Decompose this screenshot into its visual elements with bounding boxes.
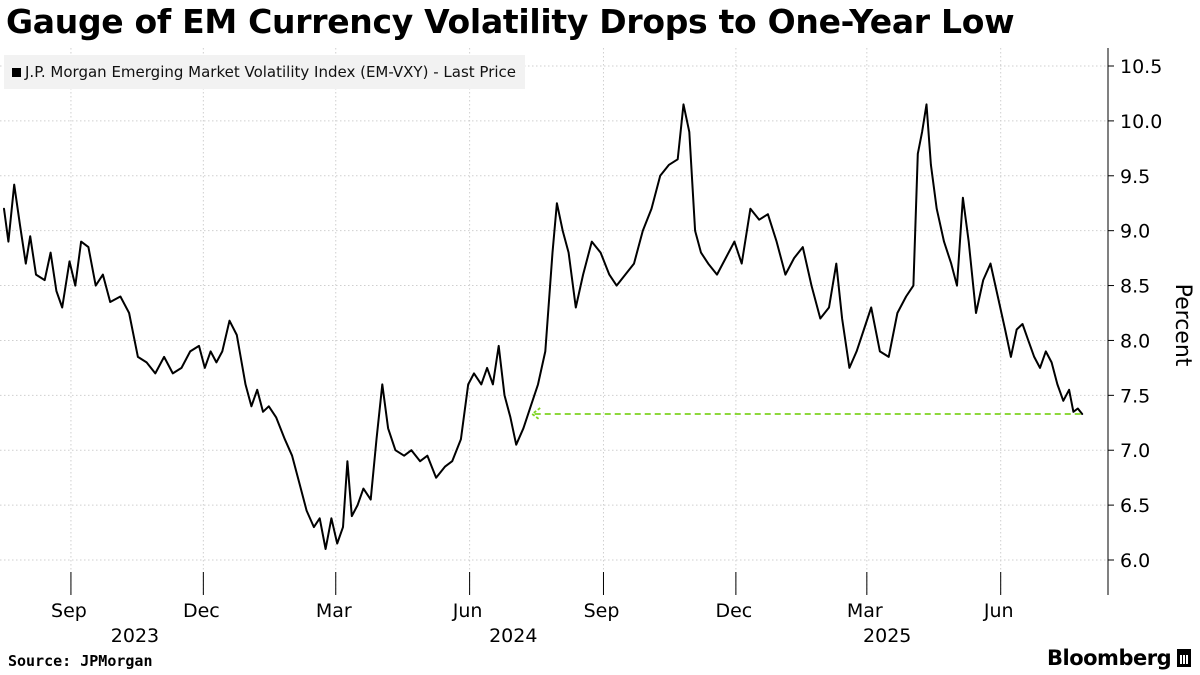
x-tick-label: Sep bbox=[51, 600, 87, 622]
chart-title: Gauge of EM Currency Volatility Drops to… bbox=[6, 2, 1015, 41]
bloomberg-logo: Bloomberg bbox=[1047, 646, 1192, 670]
x-tick-label: Dec bbox=[183, 600, 220, 622]
x-tick-label: Dec bbox=[715, 600, 752, 622]
x-year-label: 2023 bbox=[111, 625, 159, 647]
y-tick-label: 9.0 bbox=[1120, 221, 1150, 243]
y-tick-label: 10.5 bbox=[1120, 56, 1162, 78]
annotation-arrowhead bbox=[530, 407, 541, 421]
x-tick-label: Mar bbox=[847, 600, 883, 622]
gridlines bbox=[0, 48, 1108, 595]
y-tick-label: 6.5 bbox=[1120, 495, 1150, 517]
x-year-label: 2024 bbox=[489, 625, 537, 647]
y-tick-label: 8.5 bbox=[1120, 276, 1150, 298]
brand-name: Bloomberg bbox=[1047, 646, 1172, 670]
annotation-layer bbox=[530, 407, 1081, 421]
bar-chart-icon bbox=[1177, 649, 1192, 667]
series-line bbox=[3, 103, 1084, 550]
x-tick-label: Jun bbox=[452, 600, 483, 622]
y-tick-label: 8.0 bbox=[1120, 330, 1150, 352]
y-tick-label: 7.5 bbox=[1120, 385, 1150, 407]
y-tick-label: 7.0 bbox=[1120, 440, 1150, 462]
y-tick-label: 10.0 bbox=[1120, 111, 1162, 133]
y-axis-title: Percent bbox=[1170, 284, 1195, 367]
x-tick-label: Sep bbox=[584, 600, 620, 622]
y-tick-label: 9.5 bbox=[1120, 166, 1150, 188]
x-year-label: 2025 bbox=[863, 625, 911, 647]
axes bbox=[70, 48, 1114, 595]
source-note: Source: JPMorgan bbox=[8, 652, 153, 670]
legend-label: J.P. Morgan Emerging Market Volatility I… bbox=[25, 63, 517, 81]
chart-legend: J.P. Morgan Emerging Market Volatility I… bbox=[4, 55, 526, 89]
y-tick-label: 6.0 bbox=[1120, 550, 1150, 572]
series-layer bbox=[3, 103, 1084, 550]
x-tick-label: Jun bbox=[983, 600, 1014, 622]
legend-swatch bbox=[12, 67, 21, 77]
x-tick-label: Mar bbox=[316, 600, 352, 622]
tick-labels: 6.0 6.5 7.0 7.5 8.0 8.5 9.0 9.5 10.0 10.5 Sep Dec Ma… bbox=[51, 56, 1195, 647]
